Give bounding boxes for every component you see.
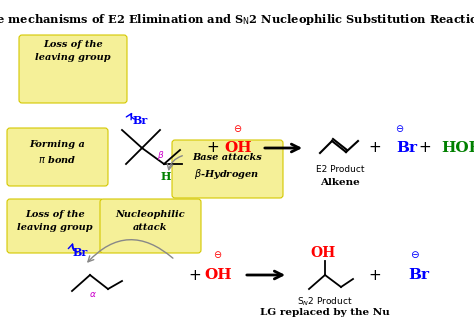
Text: Loss of the: Loss of the [25, 210, 85, 219]
Text: $\ominus$: $\ominus$ [233, 122, 243, 133]
Text: LG replaced by the Nu: LG replaced by the Nu [260, 308, 390, 317]
Text: Br: Br [396, 141, 417, 155]
Text: Nucleophilic: Nucleophilic [115, 210, 185, 219]
FancyBboxPatch shape [19, 35, 127, 103]
Text: +: + [369, 141, 382, 155]
Text: OH: OH [310, 246, 336, 260]
Text: H: H [161, 171, 171, 182]
Text: OH: OH [224, 141, 252, 155]
Text: $\alpha$: $\alpha$ [89, 290, 97, 299]
Text: $\pi$ bond: $\pi$ bond [38, 154, 76, 165]
Text: $\ominus$: $\ominus$ [395, 122, 405, 133]
Text: $\ominus$: $\ominus$ [410, 249, 420, 261]
Text: Br: Br [408, 268, 429, 282]
Text: E2 Product: E2 Product [316, 165, 364, 174]
Text: $\beta$: $\beta$ [157, 150, 165, 162]
Text: $\ominus$: $\ominus$ [213, 249, 223, 261]
Text: Br: Br [73, 247, 88, 258]
Text: HOH: HOH [441, 141, 474, 155]
FancyBboxPatch shape [7, 199, 103, 253]
Text: Alkene: Alkene [320, 178, 360, 187]
Text: $\beta$-Hydrogen: $\beta$-Hydrogen [194, 167, 260, 181]
Text: Br: Br [132, 114, 147, 126]
Text: leaving group: leaving group [17, 223, 93, 232]
Text: Forming a: Forming a [29, 140, 85, 149]
FancyBboxPatch shape [172, 140, 283, 198]
Text: leaving group: leaving group [35, 53, 111, 62]
Text: The mechanisms of E2 Elimination and S$_{\rm N}$2 Nucleophilic Substitution Reac: The mechanisms of E2 Elimination and S$_… [0, 12, 474, 27]
Text: +: + [419, 141, 431, 155]
Text: Base attacks: Base attacks [192, 153, 262, 162]
Text: +: + [207, 141, 219, 155]
Text: attack: attack [133, 223, 167, 232]
Text: S$_N$2 Product: S$_N$2 Product [297, 295, 353, 307]
FancyBboxPatch shape [7, 128, 108, 186]
Text: Loss of the: Loss of the [43, 40, 103, 49]
Text: +: + [189, 267, 201, 283]
Text: OH: OH [204, 268, 232, 282]
Text: +: + [369, 267, 382, 283]
FancyBboxPatch shape [100, 199, 201, 253]
